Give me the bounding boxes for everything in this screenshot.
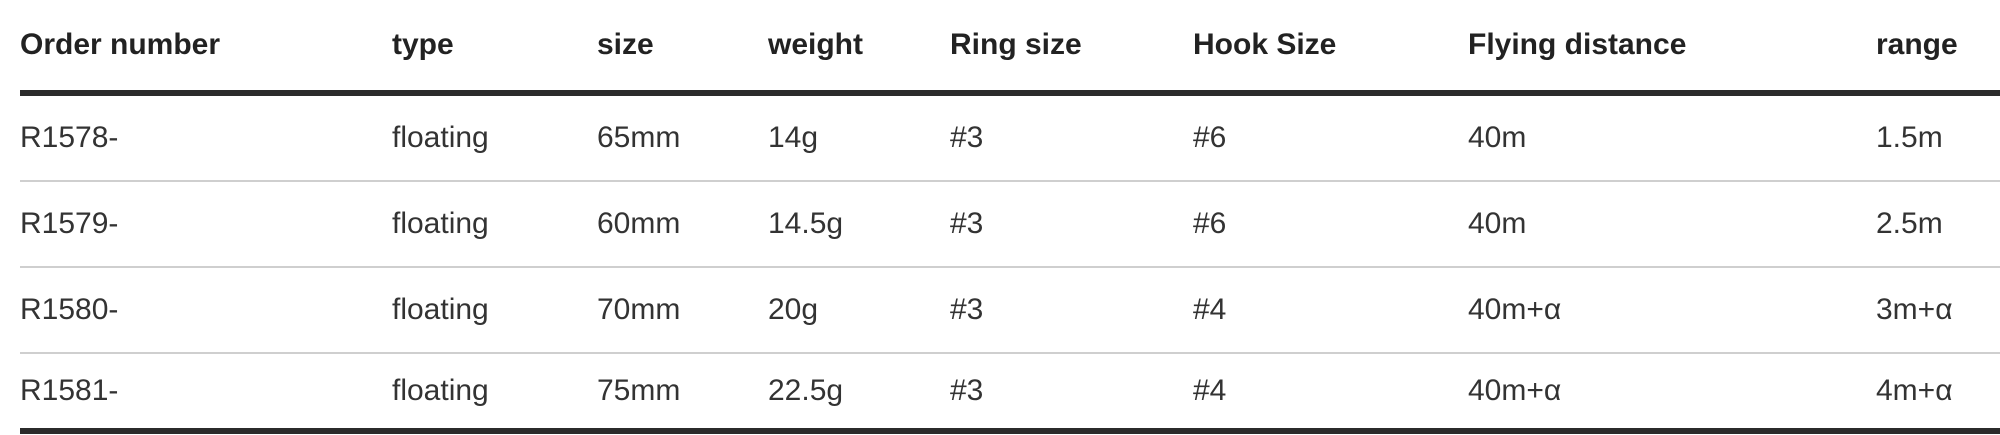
cell-ring-size: #3 — [950, 374, 984, 407]
cell-flying-distance: 40m+α — [1468, 293, 1562, 326]
cell-ring-size: #3 — [950, 293, 984, 326]
spec-table: Order number type size weight Ring size … — [20, 0, 2000, 434]
cell-order-number: R1578- — [20, 121, 119, 154]
cell-order-number: R1579- — [20, 207, 119, 240]
cell-range: 4m+α — [1876, 374, 1953, 407]
column-header-type: type — [392, 28, 454, 61]
column-header-flying-distance: Flying distance — [1468, 28, 1687, 61]
cell-order-number: R1581- — [20, 374, 119, 407]
cell-flying-distance: 40m — [1468, 207, 1527, 240]
table-header-row: Order number type size weight Ring size … — [20, 0, 2000, 96]
cell-hook-size: #6 — [1193, 121, 1227, 154]
column-header-ring-size: Ring size — [950, 28, 1082, 61]
table-row: R1578- floating 65mm 14g #3 #6 40m 1.5m — [20, 96, 2000, 182]
table-row: R1579- floating 60mm 14.5g #3 #6 40m 2.5… — [20, 182, 2000, 268]
cell-weight: 20g — [768, 293, 819, 326]
column-header-range: range — [1876, 28, 1958, 61]
cell-hook-size: #6 — [1193, 207, 1227, 240]
cell-type: floating — [392, 207, 489, 240]
cell-ring-size: #3 — [950, 121, 984, 154]
cell-size: 60mm — [597, 207, 681, 240]
table-row: R1581- floating 75mm 22.5g #3 #4 40m+α 4… — [20, 354, 2000, 434]
cell-weight: 22.5g — [768, 374, 844, 407]
cell-range: 3m+α — [1876, 293, 1953, 326]
cell-weight: 14g — [768, 121, 819, 154]
column-header-order-number: Order number — [20, 28, 221, 61]
cell-size: 75mm — [597, 374, 681, 407]
cell-flying-distance: 40m+α — [1468, 374, 1562, 407]
cell-size: 70mm — [597, 293, 681, 326]
cell-hook-size: #4 — [1193, 293, 1227, 326]
cell-type: floating — [392, 374, 489, 407]
cell-flying-distance: 40m — [1468, 121, 1527, 154]
cell-range: 1.5m — [1876, 121, 1943, 154]
column-header-size: size — [597, 28, 654, 61]
column-header-weight: weight — [768, 28, 863, 61]
cell-range: 2.5m — [1876, 207, 1943, 240]
cell-type: floating — [392, 293, 489, 326]
cell-size: 65mm — [597, 121, 681, 154]
cell-type: floating — [392, 121, 489, 154]
cell-weight: 14.5g — [768, 207, 844, 240]
cell-hook-size: #4 — [1193, 374, 1227, 407]
table-row: R1580- floating 70mm 20g #3 #4 40m+α 3m+… — [20, 268, 2000, 354]
cell-order-number: R1580- — [20, 293, 119, 326]
column-header-hook-size: Hook Size — [1193, 28, 1337, 61]
cell-ring-size: #3 — [950, 207, 984, 240]
